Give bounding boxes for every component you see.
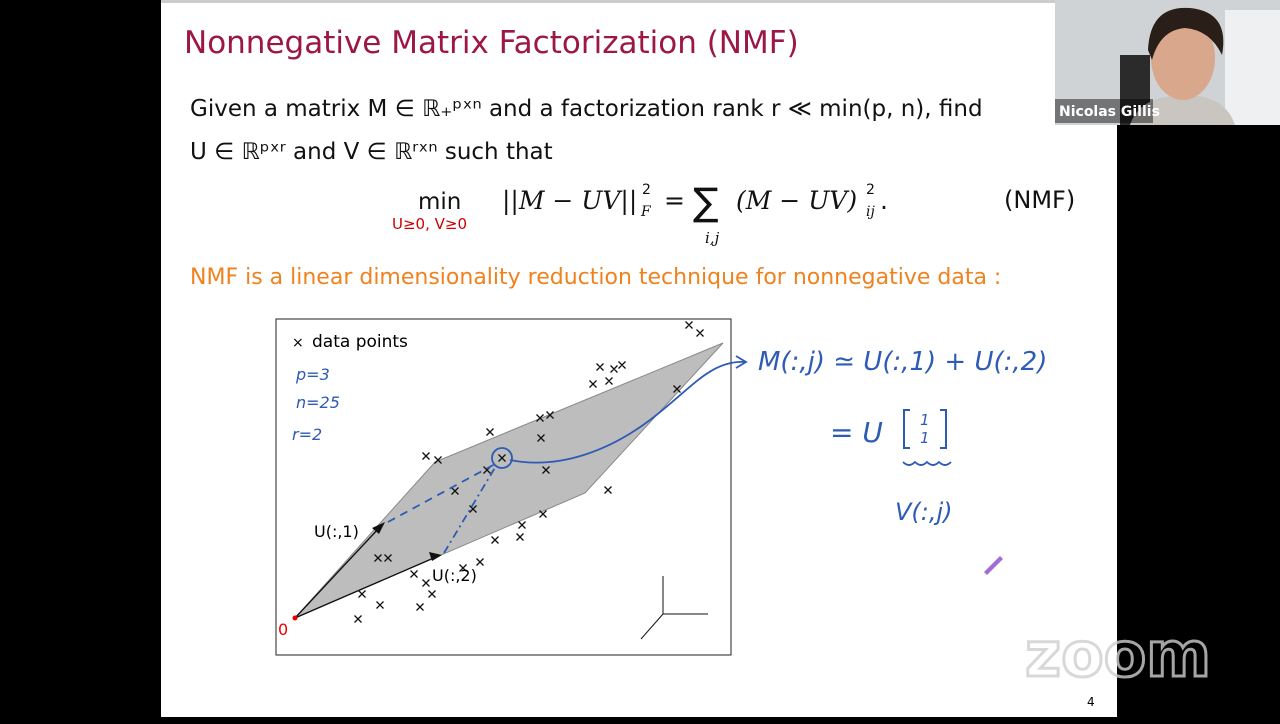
eq-tag: (NMF) [1004,186,1075,214]
eq-left-power: 2 [642,182,651,198]
vector-entry: 1 [920,411,930,429]
legend-label: data points [312,332,408,352]
data-points [354,321,704,623]
arrow-head [372,522,385,534]
plane [294,342,724,619]
handwriting [387,355,952,554]
vector-label: U(:,2) [432,566,477,585]
bracket [903,409,947,449]
brace-label: V(:,j) [895,498,953,526]
note: p=3 [295,365,330,384]
note: r=2 [292,425,322,444]
legend-marker: × [292,335,304,351]
eq-right-subscript: ij [866,204,875,220]
origin-point [292,615,298,621]
eq-min: min [418,189,461,215]
note: n=25 [296,393,340,412]
eq-end: . [880,186,888,215]
vector-label: U(:,1) [314,522,359,541]
hair [1148,7,1224,60]
participant-name: Nicolas Gillis [1059,104,1160,120]
eq-left-subscript: F [640,204,652,220]
axes-triad [640,576,708,640]
eq-right: (M − UV) [736,186,857,215]
figure-notes: p=3 n=25 r=2 [292,365,340,444]
slide-top-bar [161,0,1055,3]
page-number: 4 [1087,695,1095,709]
webcam: Nicolas Gillis [1055,0,1280,125]
eq-sum-index: i,j [705,229,720,247]
origin-label: 0 [278,620,288,639]
zoom-watermark: zoom [1025,618,1211,691]
eq-equals: = [664,186,685,215]
name-tag [1055,99,1153,123]
eq-constraint: U≥0, V≥0 [392,215,467,233]
formula: M(:,j) ≃ U(:,1) + U(:,2) [758,347,1047,377]
text-line: Given a matrix M ∈ ℝ₊ᵖˣⁿ and a factoriza… [190,96,983,122]
text-line: U ∈ ℝᵖˣʳ and V ∈ ℝʳˣⁿ such that [190,139,553,165]
equation: min U≥0, V≥0 ||M − UV|| 2 F = ∑ i,j (M −… [392,180,1075,247]
shoulders [1130,95,1235,125]
vector-u2 [294,556,437,619]
eq-sum: ∑ [693,180,719,224]
formula-line: = U [830,416,883,449]
vector-u1 [294,526,381,619]
figure: × data points U(:,1) U(:,2) 0 [275,318,952,656]
arrow-head [429,552,442,561]
vector-entry: 1 [920,429,930,447]
eq-right-power: 2 [866,182,875,198]
face [1151,16,1215,100]
window [1225,10,1280,125]
slide-title: Nonnegative Matrix Factorization (NMF) [184,25,799,61]
eq-left: ||M − UV|| [502,186,637,216]
pen-cursor [984,556,1003,575]
highlight-text: NMF is a linear dimensionality reduction… [190,265,1001,290]
